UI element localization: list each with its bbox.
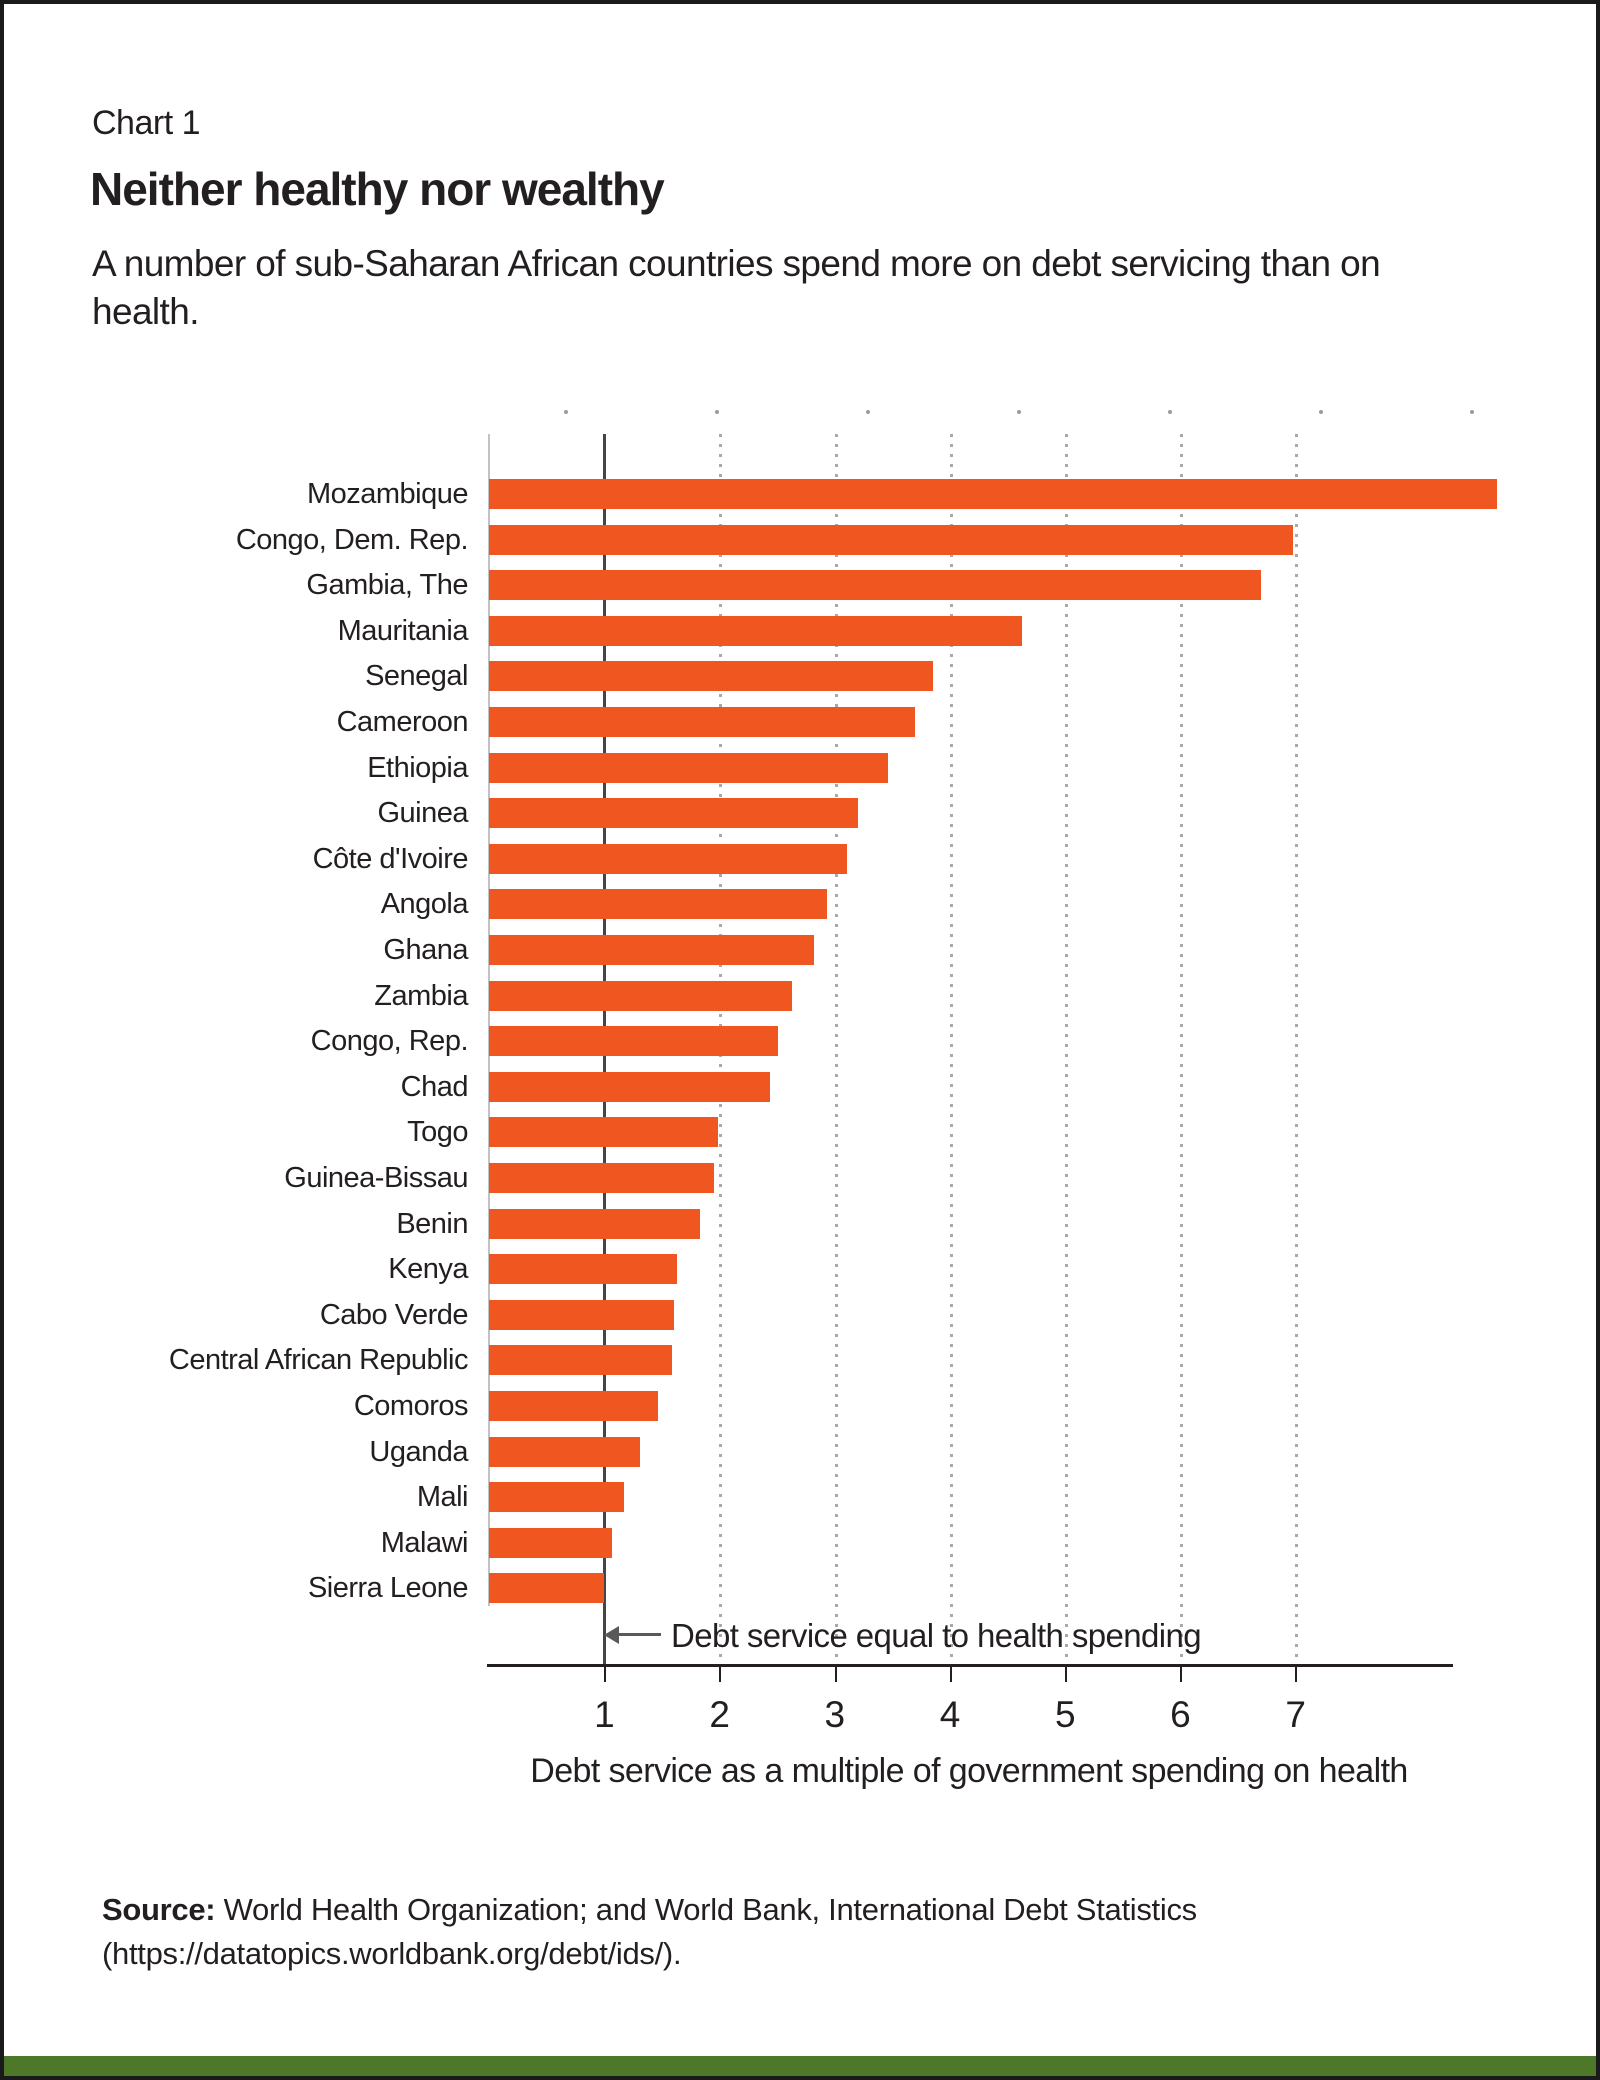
bar: [489, 1208, 700, 1239]
category-label: Zambia: [374, 979, 468, 1012]
bar: [489, 843, 848, 874]
bar: [489, 1482, 624, 1513]
bar: [489, 1071, 771, 1102]
chart-kicker: Chart 1: [92, 104, 201, 142]
category-label: Congo, Rep.: [310, 1025, 469, 1058]
top-rule-dot: [1168, 410, 1172, 414]
bar: [489, 935, 814, 965]
category-label: Ghana: [383, 934, 468, 966]
category-label: Angola: [380, 888, 469, 921]
bar: [489, 707, 916, 737]
category-label: Chad: [400, 1070, 469, 1103]
plot-left-edge-line: [488, 434, 490, 1606]
x-tick-4: [949, 1667, 952, 1682]
reference-annotation-label: Debt service equal to health spending: [671, 1617, 1202, 1654]
category-label: Gambia, The: [306, 569, 468, 602]
bar: [489, 1391, 659, 1421]
category-label: Cabo Verde: [319, 1298, 469, 1331]
bar: [489, 524, 1294, 555]
x-tick-label-7: 7: [1285, 1694, 1306, 1735]
x-tick-7: [1295, 1667, 1298, 1682]
x-axis-line: [487, 1664, 1453, 1667]
bar: [489, 1527, 613, 1558]
bar: [489, 570, 1261, 601]
arrow-left-icon: [604, 1626, 619, 1644]
x-axis-title: Debt service as a multiple of government…: [530, 1752, 1408, 1790]
x-tick-label-6: 6: [1170, 1694, 1191, 1735]
category-label: Comoros: [353, 1390, 469, 1422]
category-label: Uganda: [369, 1435, 468, 1468]
bar: [489, 1299, 675, 1330]
bar: [489, 752, 888, 783]
source-text: World Health Organization; and World Ban…: [102, 1892, 1197, 1971]
x-tick-label-4: 4: [939, 1694, 961, 1735]
category-label: Togo: [407, 1116, 468, 1149]
bar: [489, 615, 1023, 646]
bar: [489, 889, 827, 920]
category-label: Cameroon: [336, 706, 469, 738]
x-tick-label-5: 5: [1054, 1694, 1076, 1735]
x-tick-label-2: 2: [709, 1694, 730, 1735]
bar: [489, 661, 933, 692]
bar-chart: Mozambique Congo, Dem. Rep. Gambia, The Mau…: [4, 4, 1596, 2076]
category-label: Central African Republic: [168, 1344, 469, 1377]
x-tick-5: [1065, 1667, 1067, 1682]
chart-title: Neither healthy nor wealthy: [90, 163, 665, 215]
x-tick-1: [604, 1667, 607, 1682]
category-label: Guinea: [377, 797, 468, 830]
gridline-7: [1295, 434, 1299, 1666]
x-tick-3: [834, 1667, 837, 1682]
bar: [489, 1117, 719, 1148]
source-label: Source:: [102, 1892, 216, 1927]
chart-subtitle: A number of sub-Saharan African countrie…: [92, 243, 1381, 332]
category-label: Ethiopia: [367, 751, 468, 784]
bar: [489, 1254, 677, 1285]
bar: [489, 798, 858, 829]
category-label: Mali: [416, 1481, 469, 1514]
bar: [489, 1345, 673, 1376]
top-rule-dot: [715, 410, 719, 414]
top-rule-dot: [1319, 410, 1323, 414]
arrow-shaft: [617, 1633, 661, 1636]
category-label: Côte d'Ivoire: [312, 842, 469, 875]
category-label: Sierra Leone: [307, 1572, 469, 1605]
bar: [489, 1026, 779, 1057]
bar: [489, 980, 792, 1011]
category-label: Mauritania: [337, 614, 469, 647]
gridline-6: [1180, 434, 1184, 1666]
category-label: Malawi: [380, 1526, 469, 1559]
source-note: Source: World Health Organization; and W…: [102, 1888, 1502, 1976]
bar: [489, 1573, 605, 1604]
category-label: Congo, Dem. Rep.: [235, 523, 469, 556]
top-rule-dot: [1017, 410, 1021, 414]
x-tick-label-3: 3: [824, 1694, 846, 1735]
gridline-3: [834, 434, 838, 1666]
bar: [489, 479, 1497, 509]
gridline-5: [1065, 434, 1068, 1666]
x-tick-6: [1180, 1667, 1183, 1682]
top-rule-dot: [564, 410, 568, 414]
x-tick-2: [719, 1667, 722, 1682]
bar: [489, 1163, 714, 1193]
category-label: Benin: [396, 1207, 468, 1240]
category-label: Guinea-Bissau: [284, 1162, 468, 1194]
top-rule-dot: [866, 410, 870, 414]
footer-green-band: [4, 2056, 1596, 2076]
x-tick-label-1: 1: [594, 1694, 615, 1735]
bar: [489, 1436, 640, 1467]
top-rule-dot: [1470, 410, 1474, 414]
category-label: Senegal: [365, 660, 468, 693]
category-label: Kenya: [388, 1253, 468, 1286]
gridline-4: [949, 434, 953, 1666]
category-label: Mozambique: [306, 478, 469, 510]
